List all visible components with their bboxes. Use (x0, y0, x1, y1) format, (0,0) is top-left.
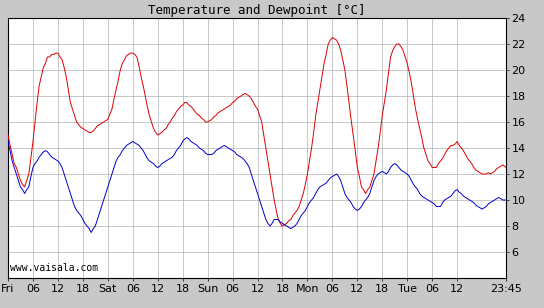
Title: Temperature and Dewpoint [°C]: Temperature and Dewpoint [°C] (149, 4, 366, 17)
Text: www.vaisala.com: www.vaisala.com (10, 263, 98, 273)
